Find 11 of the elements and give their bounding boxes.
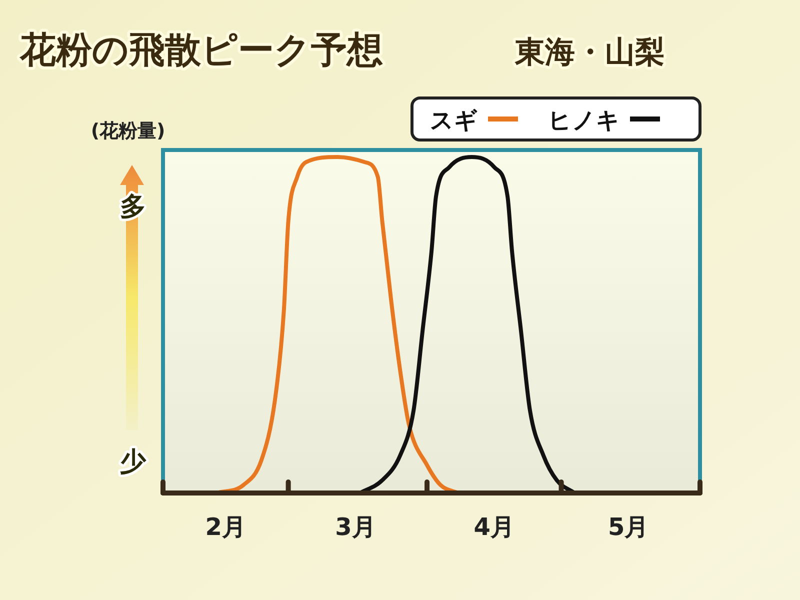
y-axis-title: (花粉量) — [90, 120, 166, 142]
x-tick-label: 5月 — [608, 513, 649, 541]
chart-subtitle: 東海・山梨 — [514, 35, 665, 70]
x-tick-label: 3月 — [335, 513, 376, 541]
chart-title: 花粉の飛散ピーク予想 — [19, 30, 383, 71]
text: 少 — [120, 447, 147, 477]
x-tick-label: 4月 — [474, 513, 514, 541]
x-tick-label: 2月 — [205, 513, 246, 541]
text: 多 — [120, 192, 146, 222]
legend-label: ヒノキ — [548, 108, 620, 134]
legend-label: スギ — [430, 108, 478, 134]
